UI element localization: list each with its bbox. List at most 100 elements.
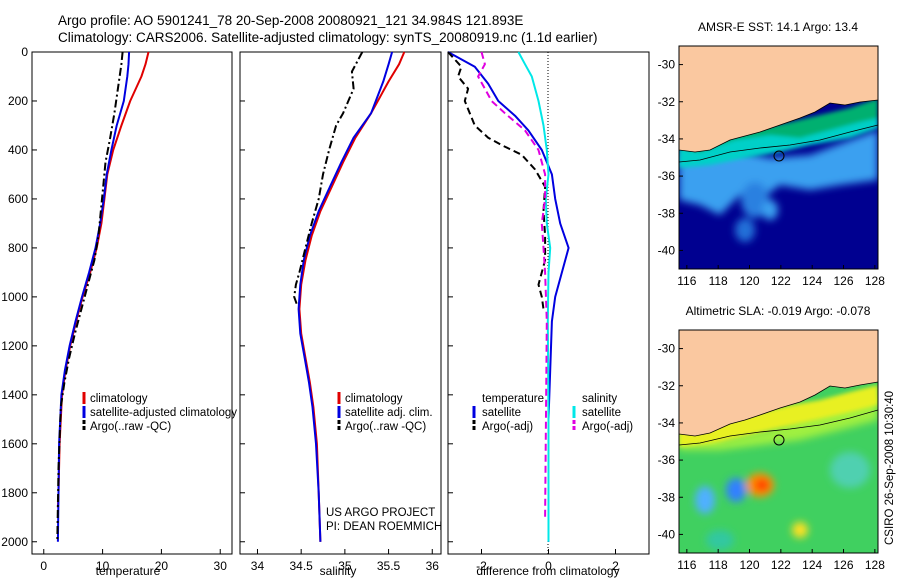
sst-map-title: AMSR-E SST: 14.1 Argo: 13.4	[698, 20, 858, 34]
x-tick-label: 35.5	[377, 559, 401, 573]
salinity-legend: climatology satellite adj. clim. Argo(..…	[337, 392, 433, 433]
legend-label-climatology: climatology	[90, 393, 148, 405]
map-x-tick-label: 126	[834, 558, 854, 572]
legend-label-temp-satellite: satellite	[482, 407, 521, 419]
x-tick-label: 35	[338, 559, 352, 573]
x-tick-label: -2	[476, 559, 487, 573]
y-tick-label: 1200	[1, 339, 28, 353]
sst-map	[679, 46, 878, 269]
map-x-tick-label: 116	[677, 274, 696, 288]
legend-label-temp-argo: Argo(-adj)	[482, 421, 533, 433]
map-x-tick-label: 116	[677, 558, 696, 572]
legend-heading-salinity: salinity	[582, 393, 617, 405]
series-line	[447, 51, 570, 542]
map-y-tick-label: -30	[658, 58, 676, 72]
x-tick-label: 36	[426, 559, 440, 573]
map-y-tick-label: -38	[658, 206, 676, 220]
map-y-tick-label: -38	[658, 490, 676, 504]
series-line	[56, 51, 124, 542]
pi-credit: PI: DEAN ROEMMICH	[326, 521, 442, 533]
map-y-tick-label: -36	[658, 169, 676, 183]
series-line	[297, 51, 394, 542]
y-tick-label: 800	[8, 241, 28, 255]
legend-label-argo: Argo(..raw -QC)	[345, 421, 426, 433]
map-y-tick-label: -40	[658, 527, 676, 541]
sst-warm-water	[679, 130, 878, 242]
map-x-tick-label: 120	[739, 558, 759, 572]
x-tick-label: 20	[155, 559, 169, 573]
series-line	[56, 51, 150, 508]
map-x-tick-label: 118	[709, 558, 728, 572]
sst-shelf-water	[679, 98, 878, 168]
map-y-tick-label: -32	[658, 95, 676, 109]
temperature-axis-label: temperature	[96, 564, 161, 578]
temperature-plot-frame	[31, 51, 233, 555]
y-tick-label: 1400	[1, 388, 28, 402]
map-x-tick-label: 124	[802, 274, 822, 288]
series-line	[293, 51, 364, 305]
map-x-tick-label: 128	[865, 274, 885, 288]
y-tick-label: 400	[8, 143, 28, 157]
legend-heading-temperature: temperature	[482, 393, 544, 405]
sla-argo-position-marker	[773, 434, 785, 446]
chart-marks: 0 10 20 30020040060080010001200140016001800…	[1, 45, 885, 573]
sla-shelf	[679, 385, 878, 447]
figure-title-line1: Argo profile: AO 5901241_78 20-Sep-2008 …	[58, 13, 523, 28]
sla-land	[679, 330, 878, 437]
x-tick-label: 34.5	[289, 559, 313, 573]
sla-isobath	[679, 409, 878, 446]
sst-argo-position-marker	[773, 150, 785, 162]
map-y-tick-label: -36	[658, 453, 676, 467]
series-line	[298, 51, 406, 542]
sla-map-frame	[678, 329, 879, 554]
map-x-tick-label: 128	[865, 558, 885, 572]
y-tick-label: 1800	[1, 486, 28, 500]
sla-map-title: Altimetric SLA: -0.019 Argo: -0.078	[686, 304, 871, 318]
y-tick-label: 1600	[1, 437, 28, 451]
legend-label-argo: Argo(..raw -QC)	[90, 421, 171, 433]
legend-label-sal-argo: Argo(-adj)	[582, 421, 633, 433]
y-tick-label: 1000	[1, 290, 28, 304]
x-tick-label: 34	[251, 559, 265, 573]
series-line	[517, 51, 552, 542]
sst-isobath	[679, 124, 878, 163]
map-y-tick-label: -40	[658, 243, 676, 257]
map-y-tick-label: -34	[658, 416, 676, 430]
map-x-tick-label: 122	[771, 274, 791, 288]
y-tick-label: 600	[8, 192, 28, 206]
sst-land	[679, 46, 878, 153]
x-tick-label: 2	[612, 559, 619, 573]
figure-title-line2: Climatology: CARS2006. Satellite-adjuste…	[58, 30, 598, 45]
legend-label-climatology: climatology	[345, 393, 403, 405]
y-tick-label: 0	[21, 45, 28, 59]
x-tick-label: 10	[96, 559, 110, 573]
x-tick-label: 0	[545, 559, 552, 573]
map-y-tick-label: -30	[658, 342, 676, 356]
map-x-tick-label: 118	[709, 274, 728, 288]
map-x-tick-label: 124	[802, 558, 822, 572]
y-tick-label: 2000	[1, 535, 28, 549]
legend-label-satellite: satellite adj. clim.	[345, 407, 433, 419]
salinity-axis-label: salinity	[320, 564, 357, 578]
timestamp-stamp: CSIRO 26-Sep-2008 10:30:40	[884, 391, 896, 545]
series-line	[477, 51, 548, 518]
difference-axis-label: difference from climatology	[476, 564, 619, 578]
sla-map	[679, 330, 878, 553]
legend-label-sal-satellite: satellite	[582, 407, 621, 419]
project-credit: US ARGO PROJECT	[326, 507, 435, 519]
x-tick-label: 0	[40, 559, 47, 573]
series-line	[56, 51, 131, 542]
temperature-legend: climatology satellite-adjusted climatolo…	[82, 392, 237, 433]
map-x-tick-label: 126	[834, 274, 854, 288]
x-tick-label: 30	[214, 559, 228, 573]
map-x-tick-label: 122	[771, 558, 791, 572]
y-tick-label: 200	[8, 94, 28, 108]
map-y-tick-label: -34	[658, 132, 676, 146]
series-line	[447, 51, 547, 310]
sst-map-frame	[678, 45, 879, 270]
difference-legend: temperature satellite Argo(-adj) salinit…	[472, 393, 633, 433]
salinity-plot-frame	[239, 51, 442, 555]
map-y-tick-label: -32	[658, 379, 676, 393]
legend-label-satellite: satellite-adjusted climatology	[90, 407, 237, 419]
